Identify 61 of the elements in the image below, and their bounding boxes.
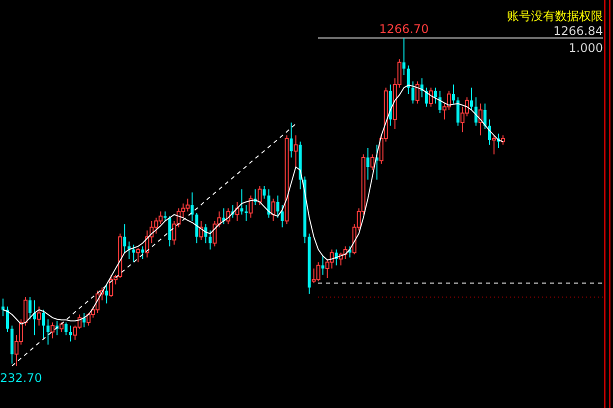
candlestick: [2, 298, 4, 317]
candlestick: [294, 134, 298, 168]
candlestick: [402, 38, 406, 76]
candlestick: [164, 210, 167, 222]
candlestick: [446, 90, 451, 110]
candlestick: [415, 80, 420, 104]
candlestick: [483, 103, 486, 130]
candlestick: [452, 84, 455, 104]
candlestick: [64, 322, 68, 336]
candlestick: [60, 322, 64, 332]
candlestick: [42, 309, 46, 339]
candlestick: [406, 65, 410, 95]
candlestick: [330, 248, 334, 270]
candlestick: [240, 188, 244, 216]
candlestick: [438, 90, 442, 114]
candlestick: [33, 300, 36, 336]
candlestick: [28, 296, 32, 320]
candlestick: [428, 87, 433, 108]
candlestick: [208, 230, 212, 250]
candlestick: [69, 325, 72, 342]
candlestick: [141, 246, 144, 260]
candlestick: [46, 318, 50, 346]
candlestick: [212, 220, 217, 247]
candlestick: [123, 224, 126, 254]
candlestick: [411, 80, 414, 104]
candlestick: [267, 188, 270, 218]
candlestick: [190, 192, 194, 222]
candlestick: [195, 212, 198, 244]
candlestick: [434, 87, 437, 104]
candlestick: [199, 220, 204, 240]
candlestick: [370, 154, 374, 171]
candlestick: [321, 255, 324, 276]
candlestick: [366, 147, 370, 180]
candlestick: [244, 204, 248, 222]
candlestick: [262, 186, 266, 200]
candlestick: [105, 284, 108, 304]
candlestick: [470, 87, 473, 110]
annotation: 1266.70: [379, 22, 429, 36]
text: 1.000: [568, 41, 603, 55]
candlestick: [82, 312, 86, 328]
candlestick: [271, 198, 276, 222]
candlestick: [168, 216, 172, 247]
candlestick: [50, 322, 55, 339]
candlestick: [474, 96, 478, 126]
candlestick: [492, 134, 496, 155]
text: 账号没有数据权限: [507, 9, 603, 23]
candlestick: [132, 244, 136, 263]
candlestick: [280, 204, 284, 228]
text: 232.70: [0, 371, 42, 385]
candlestick: [6, 306, 10, 332]
candlestick: [316, 262, 320, 282]
candlestick: [109, 274, 114, 298]
candlestick: [276, 195, 280, 218]
candlestick: [456, 96, 460, 126]
candlestick: [136, 247, 140, 263]
candlestick: [86, 312, 91, 326]
candlestick: [248, 195, 253, 218]
candlestick: [37, 306, 42, 326]
candlestick: [290, 122, 293, 158]
candlestick: [258, 186, 262, 206]
ref-line-label: 1266.84: [553, 24, 603, 38]
